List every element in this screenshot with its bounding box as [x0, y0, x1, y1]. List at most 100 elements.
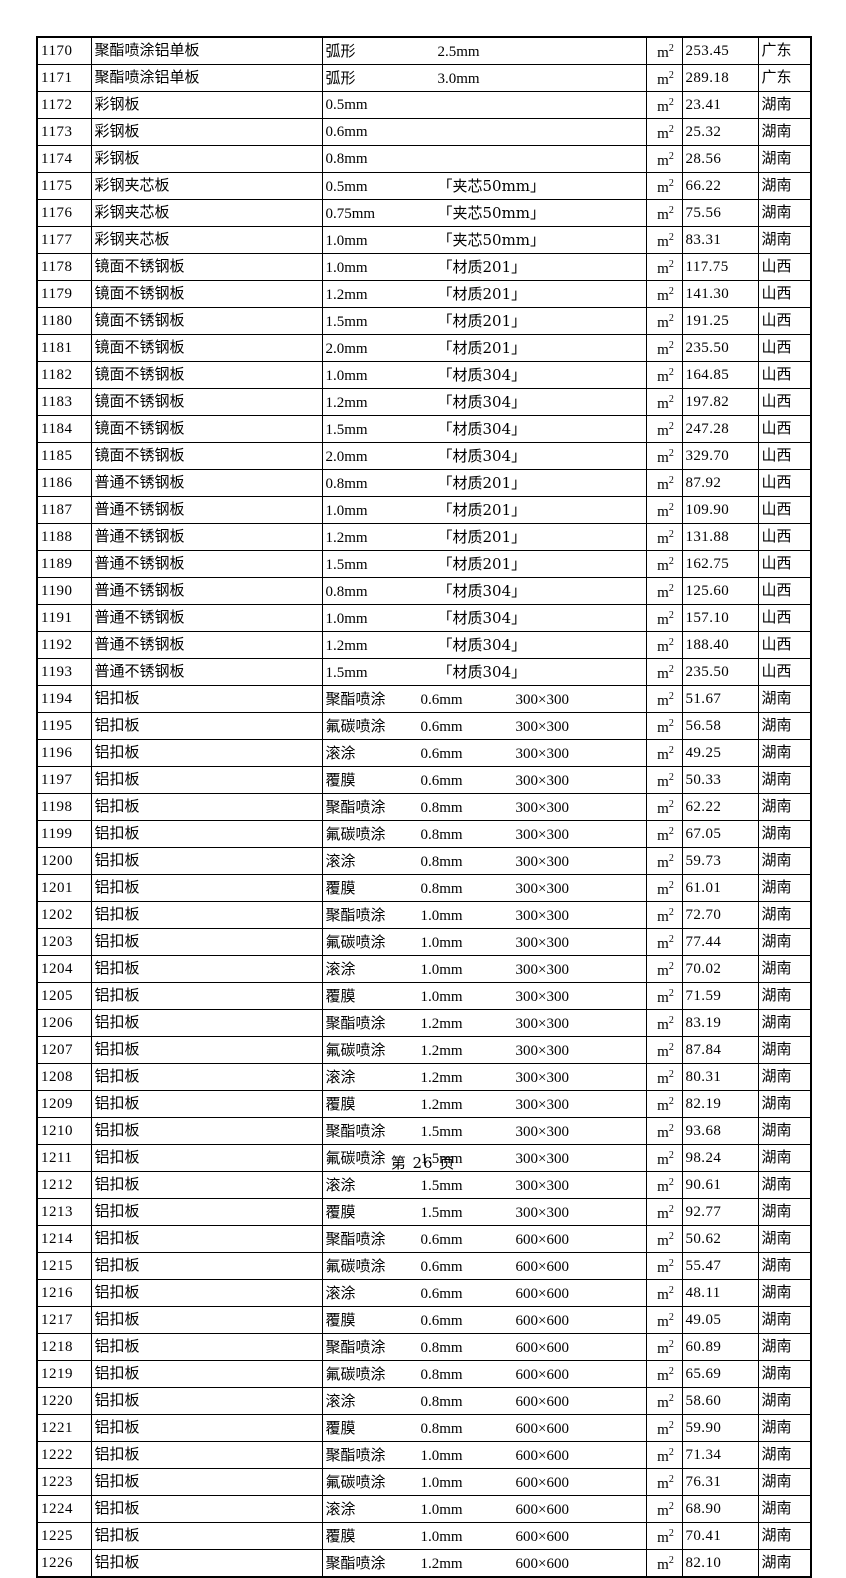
- cell-unit: m2: [645, 712, 683, 740]
- cell-spec: 1.2mm 「材质201」: [321, 523, 647, 551]
- cell-spec: 1.5mm 「材质201」: [321, 307, 647, 335]
- cell-code: 1175: [36, 172, 92, 200]
- spec-part-2: 「材质201」: [437, 554, 527, 573]
- table-row: 1219 铝扣板 氟碳喷涂 0.8mm 600×600 m2 65.69 湖南: [36, 1360, 812, 1388]
- spec-part-3: 300×300: [515, 988, 569, 1005]
- cell-spec: 滚涂 1.2mm 300×300: [321, 1063, 647, 1091]
- cell-area: 山西: [757, 388, 812, 416]
- cell-unit: m2: [645, 685, 683, 713]
- table-row: 1179 镜面不锈钢板 1.2mm 「材质201」 m2 141.30 山西: [36, 280, 812, 308]
- cell-unit: m2: [645, 793, 683, 821]
- cell-price: 70.41: [681, 1522, 759, 1550]
- spec-part-1: 0.75mm: [325, 205, 376, 222]
- cell-price: 50.33: [681, 766, 759, 794]
- cell-unit: m2: [645, 1522, 683, 1550]
- spec-part-1: 聚酯喷涂: [325, 1229, 386, 1248]
- table-row: 1182 镜面不锈钢板 1.0mm 「材质304」 m2 164.85 山西: [36, 361, 812, 389]
- cell-name: 镜面不锈钢板: [90, 253, 323, 281]
- cell-price: 61.01: [681, 874, 759, 902]
- cell-unit: m2: [645, 64, 683, 92]
- spec-part-1: 弧形: [325, 41, 356, 60]
- cell-spec: 1.2mm 「材质304」: [321, 631, 647, 659]
- cell-area: 湖南: [757, 1522, 812, 1550]
- spec-part-2: 「材质304」: [437, 635, 527, 654]
- cell-unit: m2: [645, 604, 683, 632]
- spec-part-1: 1.0mm: [325, 502, 368, 519]
- spec-part-3: 300×300: [515, 1096, 569, 1113]
- cell-code: 1200: [36, 847, 92, 875]
- cell-unit: m2: [645, 1225, 683, 1253]
- table-row: 1191 普通不锈钢板 1.0mm 「材质304」 m2 157.10 山西: [36, 604, 812, 632]
- spec-part-1: 氟碳喷涂: [325, 1472, 386, 1491]
- cell-area: 山西: [757, 307, 812, 335]
- cell-spec: 覆膜 1.0mm 300×300: [321, 982, 647, 1010]
- cell-area: 湖南: [757, 1171, 812, 1199]
- cell-area: 湖南: [757, 793, 812, 821]
- cell-code: 1183: [36, 388, 92, 416]
- cell-price: 60.89: [681, 1333, 759, 1361]
- cell-price: 117.75: [681, 253, 759, 281]
- cell-unit: m2: [645, 36, 683, 65]
- cell-name: 铝扣板: [90, 1117, 323, 1145]
- spec-part-3: 600×600: [515, 1339, 569, 1356]
- cell-name: 铝扣板: [90, 874, 323, 902]
- spec-part-1: 聚酯喷涂: [325, 797, 386, 816]
- cell-area: 山西: [757, 658, 812, 686]
- spec-part-1: 2.0mm: [325, 340, 368, 357]
- cell-price: 83.19: [681, 1009, 759, 1037]
- cell-price: 70.02: [681, 955, 759, 983]
- cell-spec: 覆膜 1.2mm 300×300: [321, 1090, 647, 1118]
- cell-name: 铝扣板: [90, 1549, 323, 1578]
- cell-name: 铝扣板: [90, 1144, 323, 1172]
- table-row: 1185 镜面不锈钢板 2.0mm 「材质304」 m2 329.70 山西: [36, 442, 812, 470]
- cell-unit: m2: [645, 280, 683, 308]
- spec-part-2: 「材质304」: [437, 419, 527, 438]
- spec-part-1: 2.0mm: [325, 448, 368, 465]
- cell-code: 1182: [36, 361, 92, 389]
- spec-part-1: 1.2mm: [325, 394, 368, 411]
- spec-part-1: 覆膜: [325, 1310, 356, 1329]
- cell-code: 1178: [36, 253, 92, 281]
- cell-name: 彩钢夹芯板: [90, 199, 323, 227]
- spec-part-2: 3.0mm: [437, 70, 480, 87]
- table-row: 1223 铝扣板 氟碳喷涂 1.0mm 600×600 m2 76.31 湖南: [36, 1468, 812, 1496]
- cell-code: 1177: [36, 226, 92, 254]
- spec-part-1: 滚涂: [325, 1391, 356, 1410]
- cell-unit: m2: [645, 1279, 683, 1307]
- table-row: 1198 铝扣板 聚酯喷涂 0.8mm 300×300 m2 62.22 湖南: [36, 793, 812, 821]
- cell-code: 1225: [36, 1522, 92, 1550]
- cell-unit: m2: [645, 253, 683, 281]
- cell-spec: 2.0mm 「材质304」: [321, 442, 647, 470]
- spec-part-2: 「材质304」: [437, 581, 527, 600]
- table-row: 1172 彩钢板 0.5mm m2 23.41 湖南: [36, 91, 812, 119]
- cell-unit: m2: [645, 1495, 683, 1523]
- table-row: 1193 普通不锈钢板 1.5mm 「材质304」 m2 235.50 山西: [36, 658, 812, 686]
- cell-area: 湖南: [757, 91, 812, 119]
- cell-code: 1223: [36, 1468, 92, 1496]
- spec-part-1: 覆膜: [325, 1094, 356, 1113]
- cell-code: 1191: [36, 604, 92, 632]
- cell-code: 1197: [36, 766, 92, 794]
- cell-code: 1170: [36, 36, 92, 65]
- cell-unit: m2: [645, 388, 683, 416]
- table-row: 1180 镜面不锈钢板 1.5mm 「材质201」 m2 191.25 山西: [36, 307, 812, 335]
- cell-spec: 1.5mm 「材质201」: [321, 550, 647, 578]
- spec-part-2: 1.2mm: [420, 1555, 463, 1572]
- cell-spec: 1.0mm 「夹芯50mm」: [321, 226, 647, 254]
- spec-part-2: 1.2mm: [420, 1069, 463, 1086]
- spec-part-1: 0.8mm: [325, 583, 368, 600]
- cell-area: 湖南: [757, 982, 812, 1010]
- cell-price: 49.25: [681, 739, 759, 767]
- cell-spec: 0.8mm 「材质201」: [321, 469, 647, 497]
- table-row: 1217 铝扣板 覆膜 0.6mm 600×600 m2 49.05 湖南: [36, 1306, 812, 1334]
- cell-price: 68.90: [681, 1495, 759, 1523]
- cell-unit: m2: [645, 415, 683, 443]
- cell-name: 铝扣板: [90, 1279, 323, 1307]
- spec-part-1: 0.6mm: [325, 124, 368, 140]
- spec-part-2: 「夹芯50mm」: [437, 203, 546, 222]
- spec-part-3: 300×300: [515, 1177, 569, 1194]
- spec-part-1: 聚酯喷涂: [325, 1553, 386, 1572]
- cell-area: 湖南: [757, 712, 812, 740]
- table-row: 1206 铝扣板 聚酯喷涂 1.2mm 300×300 m2 83.19 湖南: [36, 1009, 812, 1037]
- spec-part-1: 覆膜: [325, 878, 356, 897]
